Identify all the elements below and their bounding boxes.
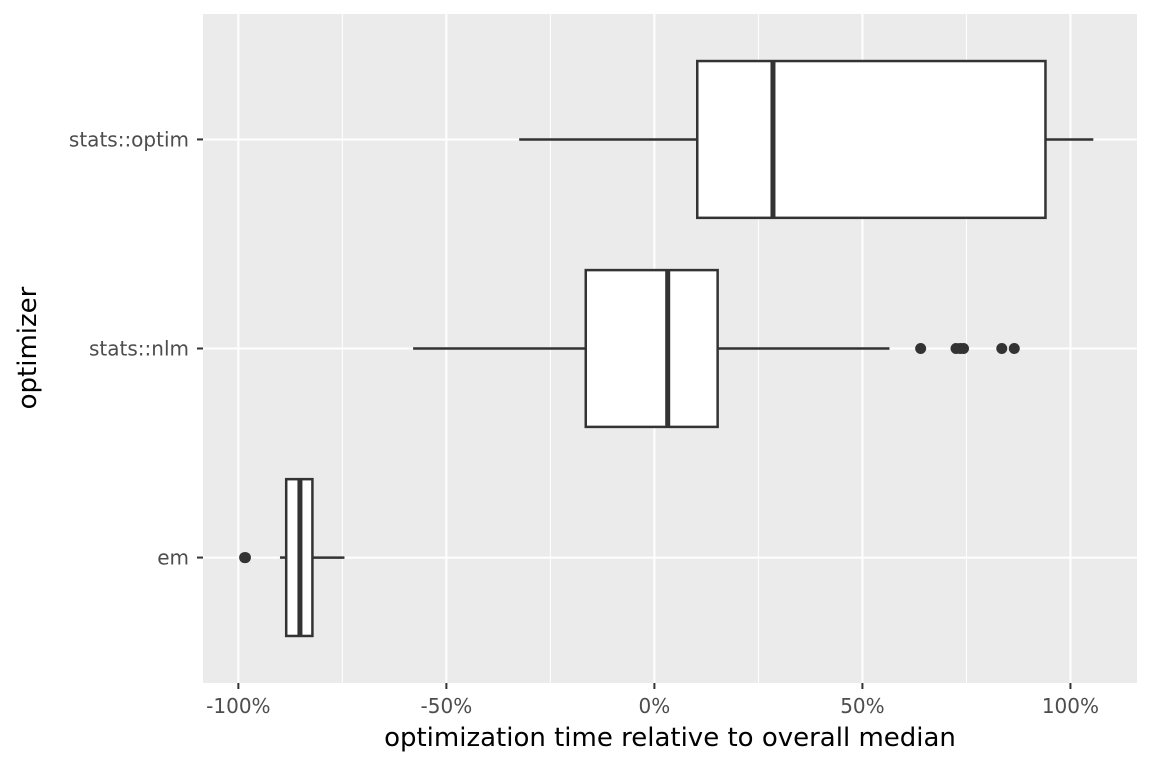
y-axis-title: optimizer — [13, 286, 43, 409]
outlier-point — [958, 343, 970, 354]
box-iqr — [584, 268, 719, 429]
x-axis: -100% -50% 0% 50% 100% — [206, 683, 1099, 718]
y-tick-label: stats::optim — [69, 127, 189, 151]
x-tick-label: 50% — [840, 694, 884, 718]
y-tick-label: em — [157, 546, 189, 570]
y-axis: em stats::nlm stats::optim — [69, 127, 203, 570]
x-tick-label: -100% — [206, 694, 270, 718]
x-axis-title: optimization time relative to overall me… — [384, 723, 956, 753]
box-group — [239, 477, 345, 638]
x-tick-label: -50% — [421, 694, 473, 718]
outlier-point — [239, 552, 251, 564]
outlier-point — [915, 343, 927, 354]
x-tick-label: 100% — [1042, 694, 1099, 718]
y-tick-label: stats::nlm — [89, 337, 189, 361]
box-group — [413, 268, 1020, 429]
box-group — [519, 59, 1094, 220]
box-iqr — [696, 59, 1047, 220]
outlier-point — [1008, 343, 1020, 354]
x-tick-label: 0% — [639, 694, 671, 718]
boxes-layer — [239, 59, 1094, 638]
outlier-point — [996, 343, 1008, 354]
